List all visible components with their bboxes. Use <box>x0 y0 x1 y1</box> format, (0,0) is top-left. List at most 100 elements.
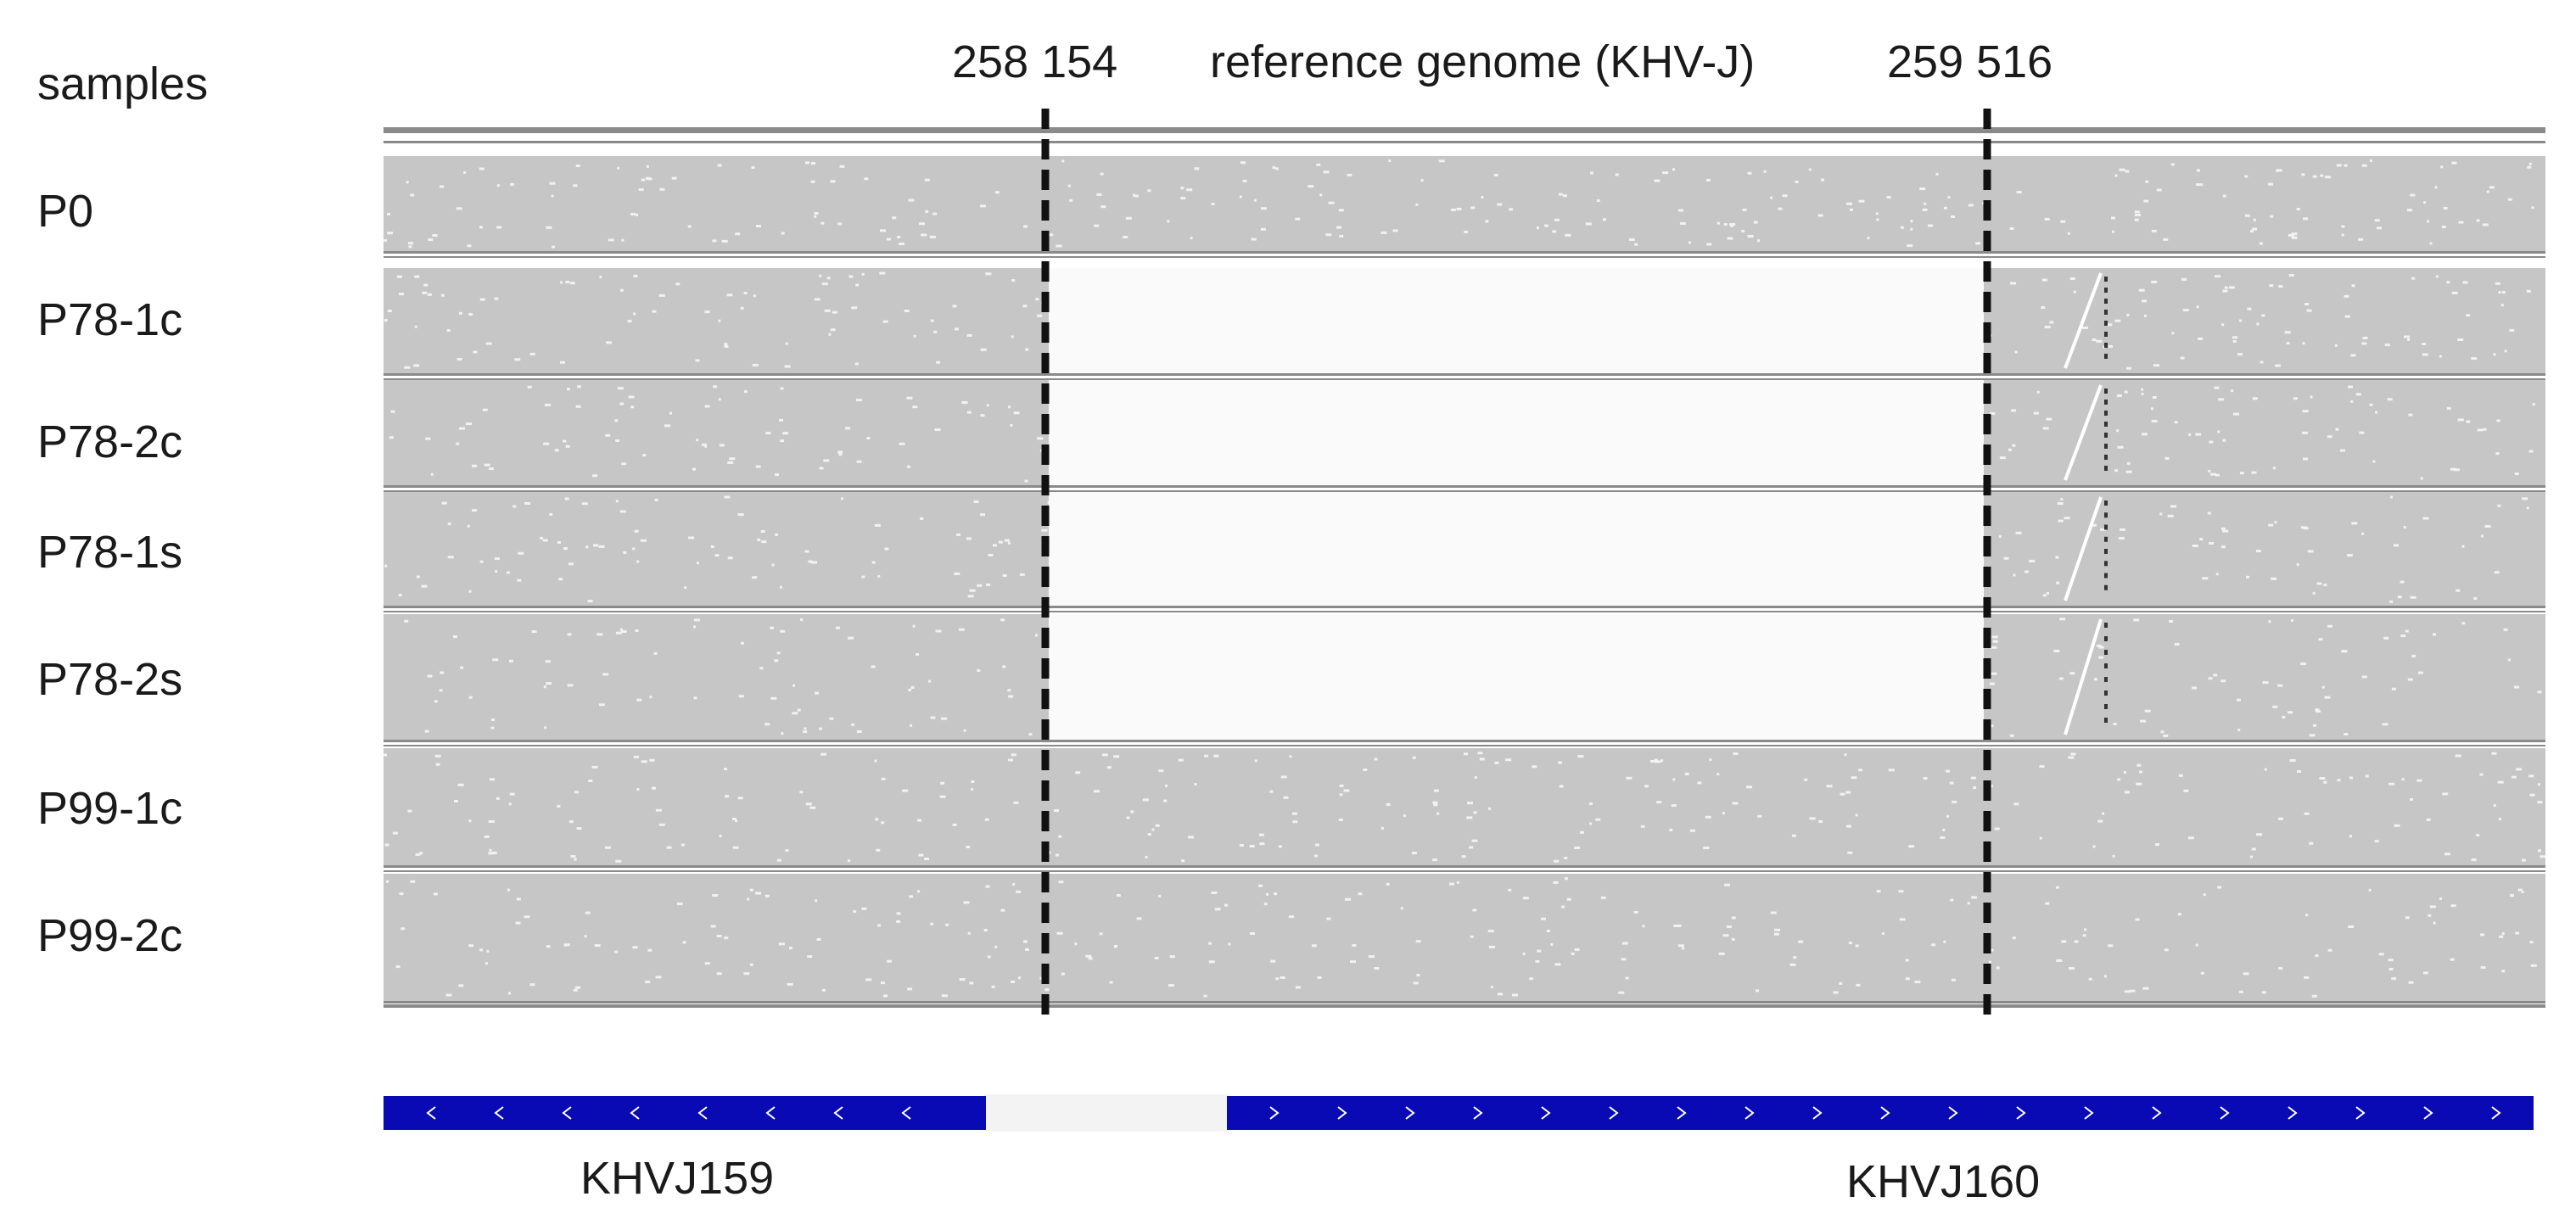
read-speck <box>896 920 901 923</box>
read-speck <box>2268 620 2271 623</box>
read-speck <box>2250 230 2254 232</box>
read-speck <box>2192 545 2198 547</box>
read-speck <box>2278 285 2283 288</box>
read-speck <box>2441 226 2446 228</box>
read-speck <box>1363 768 1368 771</box>
read-speck <box>2064 517 2070 520</box>
read-speck <box>1791 834 1796 837</box>
read-speck <box>2446 406 2451 410</box>
read-speck <box>1662 171 1669 175</box>
mismatch-base <box>2104 650 2108 655</box>
read-speck <box>1211 891 1218 894</box>
read-speck <box>2284 331 2291 334</box>
read-speck <box>635 629 639 632</box>
track-separator <box>384 256 2545 258</box>
read-speck <box>399 892 404 896</box>
read-speck <box>2422 353 2428 356</box>
read-speck <box>814 298 820 301</box>
read-speck <box>966 846 971 848</box>
read-speck <box>472 464 477 467</box>
strand-arrow-icon <box>494 1106 504 1120</box>
read-speck <box>1056 931 1063 935</box>
read-speck <box>820 752 827 756</box>
strand-arrow-icon <box>2220 1106 2230 1120</box>
read-speck <box>560 361 565 364</box>
read-speck <box>1522 897 1529 900</box>
read-speck <box>877 924 882 927</box>
read-speck <box>2497 780 2504 784</box>
read-speck <box>718 398 721 401</box>
read-speck <box>1464 752 1468 756</box>
read-speck <box>2369 403 2373 406</box>
read-speck <box>1535 959 1540 963</box>
read-speck <box>2010 282 2017 285</box>
read-speck <box>1266 892 1269 896</box>
read-speck <box>2316 710 2321 713</box>
read-speck <box>1488 807 1491 810</box>
read-speck <box>1968 204 1974 207</box>
read-speck <box>479 298 485 301</box>
read-speck <box>565 444 570 448</box>
read-speck <box>2529 793 2535 797</box>
read-speck <box>517 579 522 582</box>
read-speck <box>881 777 886 780</box>
read-speck <box>839 165 845 168</box>
read-speck <box>2061 940 2067 943</box>
read-speck <box>804 727 807 730</box>
read-speck <box>1970 776 1976 780</box>
read-speck <box>2217 430 2220 433</box>
read-speck <box>1677 944 1684 948</box>
read-speck <box>496 226 502 229</box>
read-speck <box>2422 343 2427 345</box>
read-speck <box>2144 314 2147 317</box>
read-speck <box>1130 810 1134 813</box>
read-speck <box>2350 400 2354 403</box>
read-speck <box>906 396 913 400</box>
read-speck <box>1732 802 1739 805</box>
read-speck <box>1928 224 1934 227</box>
read-speck <box>2044 326 2051 329</box>
read-speck <box>1994 827 2000 830</box>
read-speck <box>855 399 862 402</box>
mismatch-base <box>2104 433 2108 438</box>
read-speck <box>1145 855 1148 858</box>
read-speck <box>1565 233 1571 237</box>
read-speck <box>1004 539 1010 542</box>
read-speck <box>489 848 492 852</box>
read-speck <box>2407 209 2413 212</box>
read-speck <box>2324 696 2331 699</box>
read-speck <box>1466 816 1473 819</box>
read-speck <box>1436 812 1440 815</box>
read-speck <box>1069 198 1073 202</box>
read-speck <box>883 994 888 998</box>
strand-arrow-icon <box>1812 1106 1823 1120</box>
read-speck <box>421 584 428 588</box>
read-speck <box>2033 411 2039 415</box>
read-speck <box>384 238 388 242</box>
read-speck <box>2304 976 2310 979</box>
read-speck <box>2522 497 2528 500</box>
read-speck <box>2125 170 2130 173</box>
read-speck <box>2361 675 2367 679</box>
read-speck <box>909 895 914 898</box>
read-speck <box>2275 364 2282 367</box>
read-speck <box>1778 207 1783 210</box>
read-speck <box>2423 201 2427 204</box>
read-speck <box>454 800 458 802</box>
strand-arrow-icon <box>2016 1106 2026 1120</box>
read-speck <box>1905 959 1909 962</box>
read-speck <box>2244 175 2248 178</box>
read-speck <box>484 835 490 838</box>
read-speck <box>2297 770 2301 773</box>
read-speck <box>1554 963 1561 966</box>
read-speck <box>2124 390 2128 394</box>
read-speck <box>468 590 472 593</box>
read-speck <box>434 754 441 758</box>
read-speck <box>2244 214 2250 217</box>
read-speck <box>1753 221 1758 224</box>
read-speck <box>718 319 721 322</box>
read-speck <box>2362 336 2368 339</box>
read-speck <box>575 405 581 408</box>
read-speck <box>1433 789 1439 792</box>
read-speck <box>1564 857 1568 859</box>
